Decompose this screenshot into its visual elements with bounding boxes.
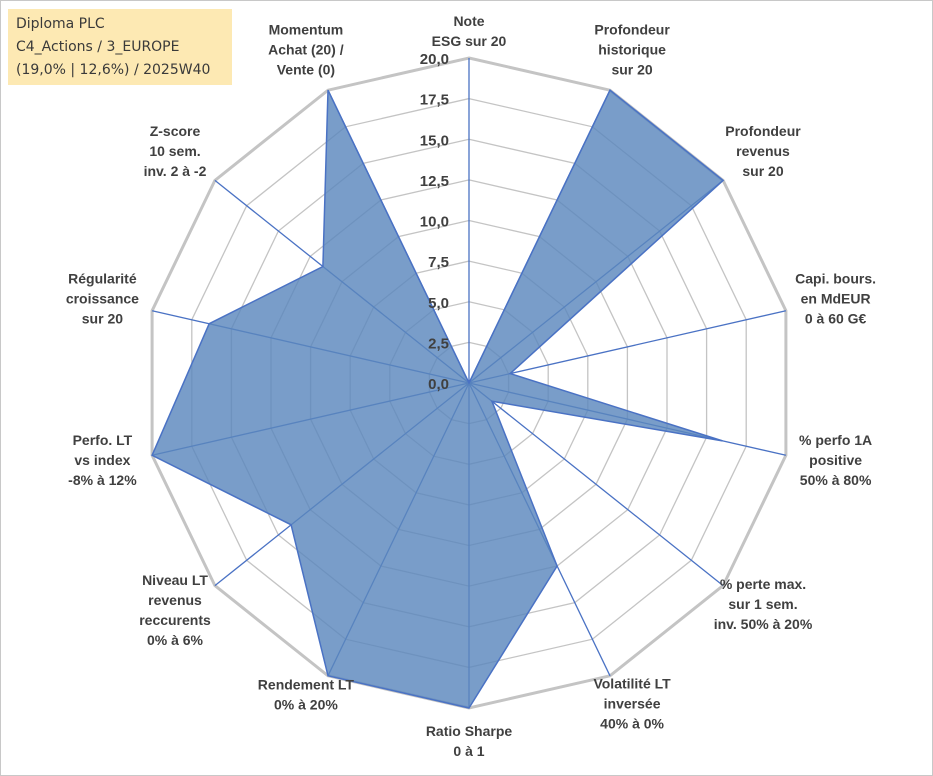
tick-label-1: 2,5	[428, 335, 449, 352]
tick-label-3: 7,5	[428, 254, 449, 271]
tick-label-8: 20,0	[420, 51, 449, 68]
axis-label-10: Perfo. LT vs index -8% à 12%	[68, 432, 137, 488]
series-layer	[151, 89, 725, 709]
tick-label-4: 10,0	[420, 214, 449, 231]
axis-label-2: Profondeur revenus sur 20	[725, 123, 801, 179]
title-category: C4_Actions / 3_EUROPE	[16, 39, 180, 55]
axis-label-3: Capi. bours. en MdEUR 0 à 60 G€	[795, 270, 876, 326]
tick-label-6: 15,0	[420, 132, 449, 149]
axis-label-9: Niveau LT revenus reccurents 0% à 6%	[139, 572, 211, 648]
axis-label-7: Ratio Sharpe 0 à 1	[426, 723, 513, 759]
axis-label-8: Rendement LT 0% à 20%	[258, 676, 355, 712]
axis-label-5: % perte max. sur 1 sem. inv. 50% à 20%	[714, 576, 813, 632]
tick-label-5: 12,5	[420, 173, 449, 190]
tick-layer: 0,0 2,5 5,0 7,5 10,0 12,5 15,0 17,5 20,0	[420, 51, 449, 393]
axis-label-4: % perfo 1A positive 50% à 80%	[799, 432, 872, 488]
axis-spoke-3	[468, 310, 787, 384]
axis-label-12: Z-score 10 sem. inv. 2 à -2	[144, 123, 207, 179]
tick-label-0: 0,0	[428, 376, 449, 393]
title-company: Diploma PLC	[16, 16, 105, 32]
tick-label-2: 5,0	[428, 295, 449, 312]
axis-label-layer: Note ESG sur 20 Profondeur historique sur 20…	[66, 13, 876, 759]
axis-label-0: Note ESG sur 20	[432, 13, 507, 49]
tick-label-7: 17,5	[420, 92, 449, 109]
chart-title-box: Diploma PLC C4_Actions / 3_EUROPE (19,0%…	[8, 9, 232, 85]
axis-label-13: Momentum Achat (20) / Vente (0)	[268, 21, 344, 77]
axis-label-1: Profondeur historique sur 20	[594, 21, 670, 77]
axis-label-6: Volatilité LT inversée 40% à 0%	[593, 675, 671, 731]
axis-label-11: Régularité croissance sur 20	[66, 270, 139, 326]
title-stats: (19,0% | 12,6%) / 2025W40	[16, 62, 211, 78]
axis-spoke-5	[468, 382, 724, 587]
